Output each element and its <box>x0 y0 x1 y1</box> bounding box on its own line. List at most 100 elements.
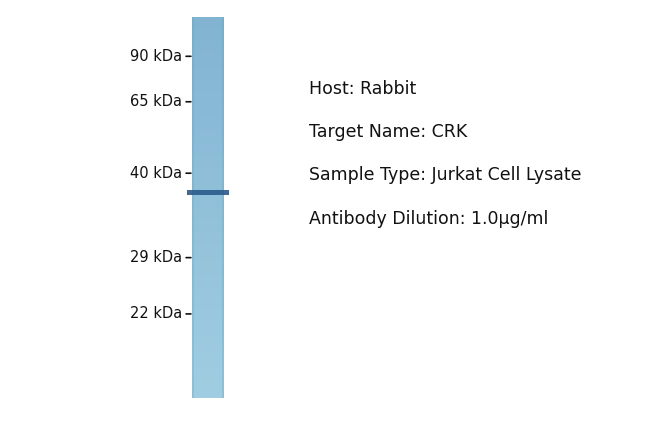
Bar <box>192 103 224 105</box>
Bar <box>192 148 224 149</box>
Bar <box>192 169 224 171</box>
Bar <box>192 216 224 218</box>
Bar <box>192 312 224 313</box>
Text: Antibody Dilution: 1.0μg/ml: Antibody Dilution: 1.0μg/ml <box>309 210 548 228</box>
Bar <box>192 204 224 205</box>
Bar <box>192 240 224 242</box>
Bar <box>192 56 224 58</box>
Bar <box>192 202 224 204</box>
Bar <box>192 48 224 50</box>
Bar <box>192 69 224 71</box>
Bar <box>192 102 224 103</box>
Bar <box>192 299 224 301</box>
Bar <box>192 211 224 213</box>
Bar <box>192 37 224 39</box>
Bar <box>192 79 224 81</box>
Bar <box>192 324 224 326</box>
Bar <box>192 106 224 107</box>
Bar <box>192 179 224 181</box>
Bar <box>192 278 224 280</box>
Bar <box>192 376 224 378</box>
Bar <box>192 205 224 207</box>
Bar <box>192 304 224 306</box>
Bar <box>192 93 224 95</box>
Bar <box>192 380 224 382</box>
Bar <box>192 149 224 151</box>
Bar <box>192 85 224 87</box>
Bar <box>192 331 224 332</box>
Bar <box>192 336 224 337</box>
Bar <box>192 265 224 266</box>
Bar <box>192 381 224 383</box>
Bar <box>192 126 224 128</box>
Bar <box>192 200 224 201</box>
Bar <box>192 209 224 210</box>
Bar <box>192 355 224 356</box>
Bar <box>192 236 224 238</box>
Bar <box>192 152 224 153</box>
Bar <box>192 356 224 358</box>
Bar <box>192 60 224 62</box>
Bar <box>192 288 224 289</box>
Bar <box>192 135 224 137</box>
Bar <box>192 393 224 394</box>
Bar <box>192 40 224 42</box>
Bar <box>192 384 224 386</box>
Bar <box>192 165 224 167</box>
Bar <box>192 320 224 322</box>
Bar <box>192 55 224 57</box>
Text: 90 kDa: 90 kDa <box>130 49 182 64</box>
Bar <box>192 70 224 72</box>
Bar <box>192 129 224 130</box>
Bar <box>192 365 224 367</box>
Bar <box>192 115 224 116</box>
Bar <box>192 192 224 194</box>
Bar <box>192 359 224 360</box>
Bar <box>192 112 224 114</box>
Bar <box>192 249 224 251</box>
Bar <box>192 119 224 120</box>
Bar <box>192 353 224 355</box>
Bar <box>192 138 224 139</box>
Bar <box>192 379 224 381</box>
Bar <box>192 303 224 304</box>
Bar <box>192 360 224 362</box>
Bar <box>192 253 224 255</box>
Bar <box>192 371 224 373</box>
Bar <box>192 242 224 243</box>
Bar <box>192 54 224 55</box>
Bar <box>192 74 224 76</box>
Bar <box>192 248 224 250</box>
Bar <box>192 17 194 398</box>
Bar <box>192 44 224 45</box>
Bar <box>192 395 224 397</box>
Bar <box>192 110 224 111</box>
Bar <box>192 307 224 308</box>
Bar <box>192 261 224 262</box>
Bar <box>192 234 224 236</box>
Bar <box>192 155 224 157</box>
Bar <box>192 323 224 325</box>
Bar <box>192 213 224 214</box>
Bar <box>192 71 224 73</box>
Bar <box>192 341 224 343</box>
Bar <box>192 274 224 275</box>
Bar <box>192 277 224 279</box>
Bar <box>192 362 224 364</box>
Bar <box>192 397 224 398</box>
Bar <box>192 141 224 143</box>
Bar <box>192 378 224 379</box>
Bar <box>192 63 224 65</box>
Bar <box>192 177 224 179</box>
Bar <box>192 98 224 100</box>
Bar <box>192 163 224 165</box>
Bar <box>192 255 224 257</box>
Bar <box>192 327 224 329</box>
Bar <box>192 223 224 224</box>
Bar <box>192 186 224 187</box>
Bar <box>192 96 224 97</box>
Bar <box>192 182 224 184</box>
Bar <box>192 328 224 330</box>
Bar <box>192 217 224 219</box>
Bar <box>192 350 224 351</box>
